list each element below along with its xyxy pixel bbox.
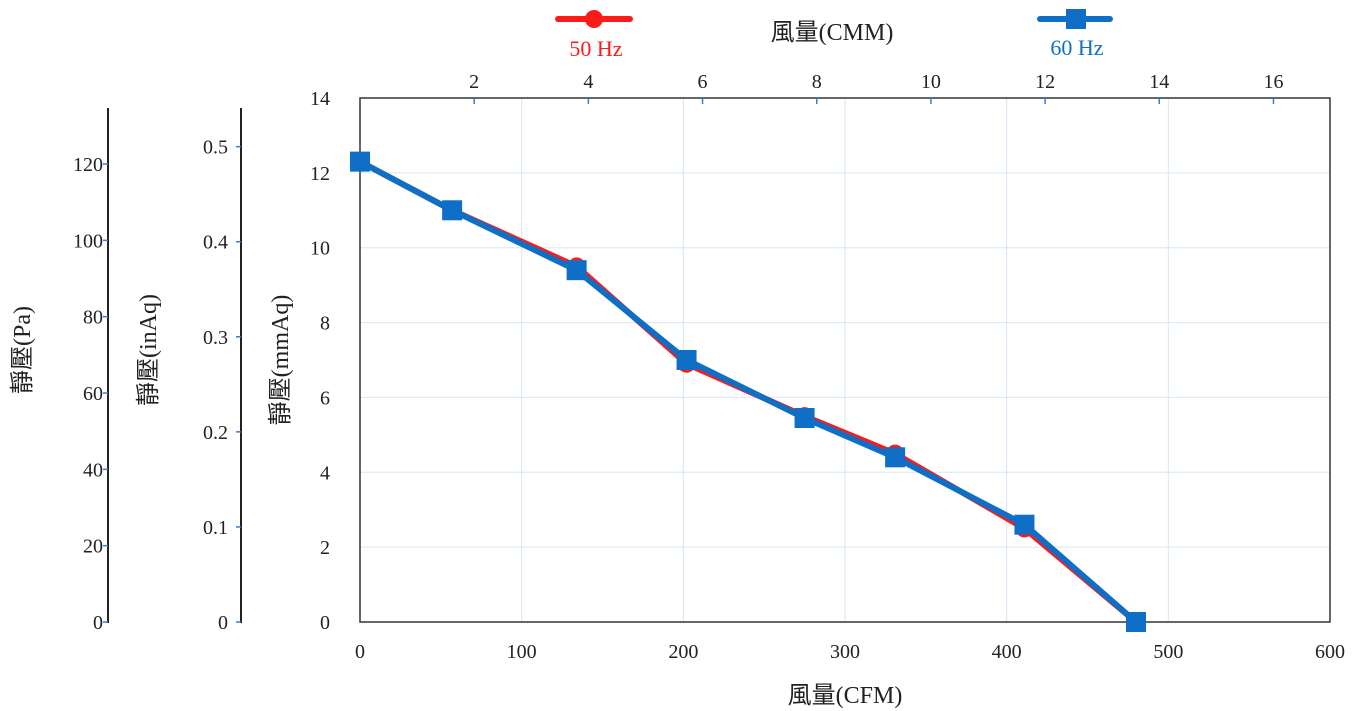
x-bottom-tick-label: 200 (668, 641, 698, 663)
y-inaq-tick-label: 0.3 (203, 327, 228, 349)
data-point-60hz (1014, 514, 1035, 535)
y-pa-tick-label: 40 (83, 459, 103, 481)
legend-label-60hz: 60 Hz (1050, 35, 1103, 60)
y-main-axis-title: 靜壓(mmAq) (267, 295, 294, 426)
grid-lines (360, 98, 1330, 622)
legend-marker-60hz (1066, 9, 1086, 29)
data-point-60hz (1126, 612, 1146, 632)
data-point-60hz (676, 350, 697, 370)
y-inaq-tick-label: 0.1 (203, 517, 228, 539)
x-top-tick-label: 14 (1149, 71, 1169, 93)
x-top-tick-label: 12 (1035, 71, 1055, 93)
y-main-tick-label: 10 (310, 238, 330, 260)
data-point-60hz (442, 200, 463, 221)
y-main-tick-label: 2 (320, 537, 330, 559)
series-line-60hz (357, 158, 1139, 625)
x-top-tick-label: 6 (698, 71, 708, 93)
y-main-tick-label: 14 (310, 88, 330, 110)
y-pa-tick-label: 100 (73, 230, 103, 252)
legend: 50 Hz 60 Hz (555, 9, 1113, 61)
y-pa-tick-label: 60 (83, 383, 103, 405)
legend-label-50hz: 50 Hz (569, 36, 622, 61)
y-pa-tick-label: 20 (83, 536, 103, 558)
x-bottom-tick-label: 300 (830, 641, 860, 663)
x-bottom-tick-label: 500 (1153, 641, 1183, 663)
legend-marker-50hz (585, 10, 603, 28)
y-inaq-tick-label: 0.5 (203, 137, 228, 159)
data-point-60hz (566, 260, 587, 281)
x-bottom-axis-title: 風量(CFM) (788, 683, 903, 709)
series-group (350, 151, 1146, 632)
x-top-axis-title: 風量(CMM) (771, 20, 894, 46)
x-bottom-tick-label: 400 (992, 641, 1022, 663)
x-top-tick-label: 4 (583, 71, 593, 93)
y-pa-tick-label: 120 (73, 154, 103, 176)
x-bottom-tick-label: 600 (1315, 641, 1345, 663)
y-inaq-tick-label: 0.4 (203, 232, 228, 254)
x-top-tick-label: 8 (812, 71, 822, 93)
x-bottom-tick-label: 0 (355, 641, 365, 663)
y-pa-tick-label: 80 (83, 307, 103, 329)
plot-area-frame (359, 97, 1331, 623)
y-pa-axis-title: 靜壓(Pa) (9, 306, 36, 394)
x-bottom-tick-label: 100 (507, 641, 537, 663)
y-main-tick-label: 6 (320, 387, 330, 409)
y-inaq-axis-title: 靜壓(inAq) (135, 294, 162, 406)
y-main-tick-label: 12 (310, 163, 330, 185)
x-top-tick-label: 10 (921, 71, 941, 93)
y-inaq-tick-label: 0 (218, 612, 228, 634)
y-main-tick-label: 0 (320, 612, 330, 634)
x-top-tick-label: 16 (1263, 71, 1283, 93)
data-point-60hz (350, 151, 370, 172)
y-main-tick-label: 4 (320, 462, 330, 484)
y-pa-tick-label: 0 (93, 612, 103, 634)
x-top-tick-label: 2 (469, 71, 479, 93)
data-point-60hz (885, 447, 906, 468)
legend-item-60hz: 60 Hz (1037, 9, 1113, 60)
data-point-60hz (794, 408, 815, 429)
legend-item-50hz: 50 Hz (555, 10, 633, 61)
y-main-tick-label: 8 (320, 313, 330, 335)
y-inaq-tick-label: 0.2 (203, 422, 228, 444)
